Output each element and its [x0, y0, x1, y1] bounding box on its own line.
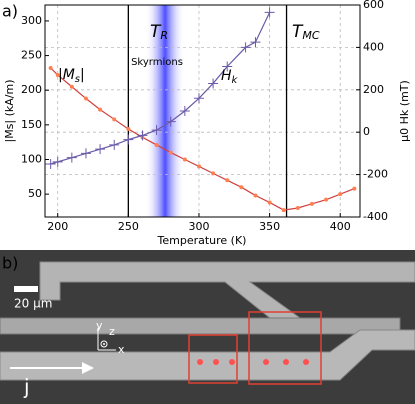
data-point	[55, 72, 60, 77]
x-tick-label: 300	[188, 220, 209, 233]
data-point	[123, 134, 134, 145]
y2-tick-label: -400	[363, 210, 388, 223]
series-label: Hk	[221, 68, 239, 86]
x-tick-label: 350	[259, 220, 280, 233]
data-point	[66, 152, 77, 163]
microscope-image	[0, 250, 415, 404]
skyrmion-band	[145, 5, 185, 217]
data-point	[222, 61, 233, 72]
current-label: j	[23, 375, 30, 399]
x-tick-label: 250	[118, 220, 139, 233]
x-tick-label: 200	[47, 220, 68, 233]
data-point	[196, 164, 201, 169]
data-point	[250, 37, 261, 48]
plot-frame	[44, 4, 361, 218]
data-point	[151, 125, 162, 136]
band-label: Skyrmions	[131, 57, 183, 68]
y2-tick-label: 400	[363, 40, 384, 53]
panel-label: a)	[2, 2, 18, 21]
y-tick-label: 250	[21, 49, 42, 62]
data-point	[225, 178, 230, 183]
data-point	[83, 96, 88, 101]
data-point	[48, 66, 53, 71]
data-point	[165, 116, 176, 127]
data-point	[338, 192, 343, 197]
data-point	[95, 144, 106, 155]
data-point	[281, 208, 286, 213]
scale-bar-label: 20 μm	[14, 297, 52, 311]
y2-tick-label: 600	[363, 0, 384, 11]
y-tick-label: 200	[21, 83, 42, 96]
data-point	[69, 84, 74, 89]
y-axis-label: |Ms| (kA/m)	[3, 79, 16, 142]
data-point	[208, 78, 219, 89]
data-point	[295, 205, 300, 210]
data-point	[193, 93, 204, 104]
data-point	[168, 150, 173, 155]
axis-label: y	[96, 319, 103, 332]
series-label: |Ms|	[58, 67, 85, 85]
vline-label: TR	[150, 22, 168, 42]
data-point	[211, 171, 216, 176]
y-tick-label: 50	[28, 187, 42, 200]
data-point	[239, 185, 244, 190]
data-point	[126, 127, 131, 132]
y-tick-label: 100	[21, 152, 42, 165]
data-point	[137, 130, 148, 141]
data-point	[154, 142, 159, 147]
data-point	[45, 159, 56, 169]
y2-tick-label: 200	[363, 83, 384, 96]
vline-label: TMC	[292, 22, 320, 42]
data-point	[52, 156, 63, 167]
axis-label: x	[118, 343, 125, 356]
data-point	[109, 139, 120, 150]
data-point	[253, 193, 258, 198]
data-point	[264, 7, 275, 18]
data-point	[267, 200, 272, 205]
x-axis-label: Temperature (K)	[157, 234, 247, 247]
data-point	[182, 157, 187, 162]
data-point	[112, 117, 117, 122]
x-tick-label: 400	[330, 220, 351, 233]
y2-tick-label: 0	[363, 125, 370, 138]
y-tick-label: 300	[21, 14, 42, 27]
data-point	[98, 107, 103, 112]
data-point	[179, 106, 190, 116]
panel-label: b)	[2, 254, 18, 273]
data-point	[80, 148, 91, 159]
y-tick-label: 150	[21, 118, 42, 131]
data-point	[240, 42, 251, 53]
y2-axis-label: μ0 Hk (mT)	[398, 80, 411, 142]
data-point	[324, 197, 329, 202]
y2-tick-label: -200	[363, 168, 388, 181]
data-point	[309, 201, 314, 206]
data-point	[352, 186, 357, 191]
series-line	[50, 67, 355, 211]
axis-label: z	[109, 325, 115, 338]
